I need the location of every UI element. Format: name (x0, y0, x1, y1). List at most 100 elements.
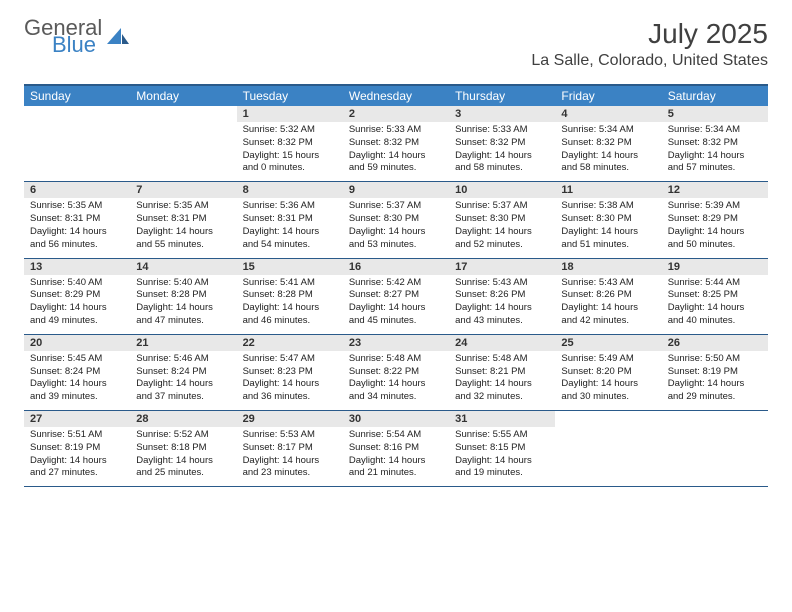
day-number: 31 (449, 411, 555, 427)
day-info: Sunrise: 5:43 AMSunset: 8:26 PMDaylight:… (555, 275, 661, 334)
day-info: Sunrise: 5:48 AMSunset: 8:22 PMDaylight:… (343, 351, 449, 410)
calendar-cell: 16Sunrise: 5:42 AMSunset: 8:27 PMDayligh… (343, 259, 449, 334)
calendar-cell: 1Sunrise: 5:32 AMSunset: 8:32 PMDaylight… (237, 106, 343, 181)
location-subtitle: La Salle, Colorado, United States (531, 52, 768, 70)
day-number: 18 (555, 259, 661, 275)
day-info: Sunrise: 5:54 AMSunset: 8:16 PMDaylight:… (343, 427, 449, 486)
day-info: Sunrise: 5:35 AMSunset: 8:31 PMDaylight:… (24, 198, 130, 257)
day-number: 11 (555, 182, 661, 198)
day-info: Sunrise: 5:37 AMSunset: 8:30 PMDaylight:… (449, 198, 555, 257)
calendar-cell: 6Sunrise: 5:35 AMSunset: 8:31 PMDaylight… (24, 182, 130, 257)
day-info: Sunrise: 5:38 AMSunset: 8:30 PMDaylight:… (555, 198, 661, 257)
calendar-cell: 18Sunrise: 5:43 AMSunset: 8:26 PMDayligh… (555, 259, 661, 334)
calendar-cell: 25Sunrise: 5:49 AMSunset: 8:20 PMDayligh… (555, 335, 661, 410)
calendar-cell: 29Sunrise: 5:53 AMSunset: 8:17 PMDayligh… (237, 411, 343, 486)
day-number: 1 (237, 106, 343, 122)
calendar-cell: 2Sunrise: 5:33 AMSunset: 8:32 PMDaylight… (343, 106, 449, 181)
day-info: Sunrise: 5:42 AMSunset: 8:27 PMDaylight:… (343, 275, 449, 334)
calendar-cell (662, 411, 768, 486)
day-number: 7 (130, 182, 236, 198)
day-info: Sunrise: 5:49 AMSunset: 8:20 PMDaylight:… (555, 351, 661, 410)
day-number: 27 (24, 411, 130, 427)
day-number: 26 (662, 335, 768, 351)
month-title: July 2025 (531, 18, 768, 50)
day-info: Sunrise: 5:33 AMSunset: 8:32 PMDaylight:… (449, 122, 555, 181)
day-header-row: Sunday Monday Tuesday Wednesday Thursday… (24, 86, 768, 106)
logo: General Blue (24, 18, 129, 56)
day-number: 30 (343, 411, 449, 427)
day-number: 10 (449, 182, 555, 198)
day-info: Sunrise: 5:52 AMSunset: 8:18 PMDaylight:… (130, 427, 236, 486)
day-number: 15 (237, 259, 343, 275)
calendar-cell: 19Sunrise: 5:44 AMSunset: 8:25 PMDayligh… (662, 259, 768, 334)
calendar: Sunday Monday Tuesday Wednesday Thursday… (24, 84, 768, 487)
calendar-cell: 12Sunrise: 5:39 AMSunset: 8:29 PMDayligh… (662, 182, 768, 257)
day-info: Sunrise: 5:45 AMSunset: 8:24 PMDaylight:… (24, 351, 130, 410)
calendar-cell: 14Sunrise: 5:40 AMSunset: 8:28 PMDayligh… (130, 259, 236, 334)
day-number: 2 (343, 106, 449, 122)
day-info: Sunrise: 5:34 AMSunset: 8:32 PMDaylight:… (662, 122, 768, 181)
calendar-cell: 13Sunrise: 5:40 AMSunset: 8:29 PMDayligh… (24, 259, 130, 334)
day-info: Sunrise: 5:34 AMSunset: 8:32 PMDaylight:… (555, 122, 661, 181)
day-info: Sunrise: 5:33 AMSunset: 8:32 PMDaylight:… (343, 122, 449, 181)
calendar-cell: 22Sunrise: 5:47 AMSunset: 8:23 PMDayligh… (237, 335, 343, 410)
day-number: 20 (24, 335, 130, 351)
day-number: 17 (449, 259, 555, 275)
day-number: 29 (237, 411, 343, 427)
day-number: 21 (130, 335, 236, 351)
day-number: 8 (237, 182, 343, 198)
day-number: 19 (662, 259, 768, 275)
day-header: Friday (555, 86, 661, 106)
calendar-cell (24, 106, 130, 181)
day-info: Sunrise: 5:39 AMSunset: 8:29 PMDaylight:… (662, 198, 768, 257)
calendar-cell: 17Sunrise: 5:43 AMSunset: 8:26 PMDayligh… (449, 259, 555, 334)
day-number: 3 (449, 106, 555, 122)
header: General Blue July 2025 La Salle, Colorad… (0, 0, 792, 76)
calendar-cell: 8Sunrise: 5:36 AMSunset: 8:31 PMDaylight… (237, 182, 343, 257)
day-header: Tuesday (237, 86, 343, 106)
day-number: 9 (343, 182, 449, 198)
title-block: July 2025 La Salle, Colorado, United Sta… (531, 18, 768, 70)
day-info: Sunrise: 5:40 AMSunset: 8:28 PMDaylight:… (130, 275, 236, 334)
logo-sail-icon (107, 26, 129, 51)
day-info: Sunrise: 5:48 AMSunset: 8:21 PMDaylight:… (449, 351, 555, 410)
day-number: 5 (662, 106, 768, 122)
day-info: Sunrise: 5:36 AMSunset: 8:31 PMDaylight:… (237, 198, 343, 257)
day-number: 6 (24, 182, 130, 198)
day-number: 16 (343, 259, 449, 275)
day-info: Sunrise: 5:32 AMSunset: 8:32 PMDaylight:… (237, 122, 343, 181)
day-header: Saturday (662, 86, 768, 106)
day-info: Sunrise: 5:37 AMSunset: 8:30 PMDaylight:… (343, 198, 449, 257)
calendar-cell: 15Sunrise: 5:41 AMSunset: 8:28 PMDayligh… (237, 259, 343, 334)
calendar-cell: 11Sunrise: 5:38 AMSunset: 8:30 PMDayligh… (555, 182, 661, 257)
day-number: 22 (237, 335, 343, 351)
day-number: 25 (555, 335, 661, 351)
day-info: Sunrise: 5:47 AMSunset: 8:23 PMDaylight:… (237, 351, 343, 410)
calendar-week-row: 6Sunrise: 5:35 AMSunset: 8:31 PMDaylight… (24, 182, 768, 258)
day-number: 4 (555, 106, 661, 122)
calendar-week-row: 13Sunrise: 5:40 AMSunset: 8:29 PMDayligh… (24, 259, 768, 335)
day-info: Sunrise: 5:53 AMSunset: 8:17 PMDaylight:… (237, 427, 343, 486)
calendar-cell: 3Sunrise: 5:33 AMSunset: 8:32 PMDaylight… (449, 106, 555, 181)
day-number: 28 (130, 411, 236, 427)
calendar-cell: 7Sunrise: 5:35 AMSunset: 8:31 PMDaylight… (130, 182, 236, 257)
calendar-cell: 26Sunrise: 5:50 AMSunset: 8:19 PMDayligh… (662, 335, 768, 410)
day-number: 12 (662, 182, 768, 198)
day-header: Monday (130, 86, 236, 106)
calendar-cell: 31Sunrise: 5:55 AMSunset: 8:15 PMDayligh… (449, 411, 555, 486)
day-header: Wednesday (343, 86, 449, 106)
day-info: Sunrise: 5:41 AMSunset: 8:28 PMDaylight:… (237, 275, 343, 334)
calendar-week-row: 27Sunrise: 5:51 AMSunset: 8:19 PMDayligh… (24, 411, 768, 487)
day-info: Sunrise: 5:35 AMSunset: 8:31 PMDaylight:… (130, 198, 236, 257)
calendar-cell: 24Sunrise: 5:48 AMSunset: 8:21 PMDayligh… (449, 335, 555, 410)
calendar-cell (555, 411, 661, 486)
calendar-cell: 21Sunrise: 5:46 AMSunset: 8:24 PMDayligh… (130, 335, 236, 410)
day-info: Sunrise: 5:44 AMSunset: 8:25 PMDaylight:… (662, 275, 768, 334)
day-info: Sunrise: 5:40 AMSunset: 8:29 PMDaylight:… (24, 275, 130, 334)
calendar-cell: 9Sunrise: 5:37 AMSunset: 8:30 PMDaylight… (343, 182, 449, 257)
calendar-cell: 5Sunrise: 5:34 AMSunset: 8:32 PMDaylight… (662, 106, 768, 181)
day-header: Sunday (24, 86, 130, 106)
calendar-cell: 27Sunrise: 5:51 AMSunset: 8:19 PMDayligh… (24, 411, 130, 486)
day-info: Sunrise: 5:46 AMSunset: 8:24 PMDaylight:… (130, 351, 236, 410)
day-info: Sunrise: 5:51 AMSunset: 8:19 PMDaylight:… (24, 427, 130, 486)
